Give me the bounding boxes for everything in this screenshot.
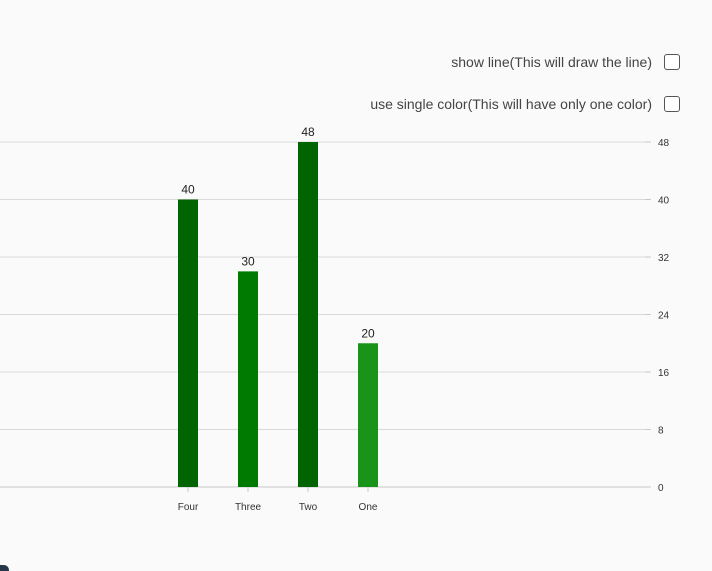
x-tick-label: Three (235, 502, 262, 513)
y-tick-label: 48 (658, 138, 670, 149)
data-label: 48 (301, 125, 315, 139)
show-line-checkbox[interactable] (664, 54, 680, 70)
corner-tab (0, 565, 9, 571)
x-tick-label: Two (299, 502, 318, 513)
bar-three (238, 271, 258, 487)
y-tick-label: 16 (658, 368, 670, 379)
show-line-option: show line(This will draw the line) (451, 54, 680, 70)
data-label: 40 (181, 183, 195, 197)
x-tick-label: Four (178, 502, 199, 513)
single-color-checkbox[interactable] (664, 96, 680, 112)
single-color-option: use single color(This will have only one… (370, 96, 680, 112)
y-tick-label: 40 (658, 196, 670, 207)
bar-one (358, 343, 378, 487)
bar-two (298, 142, 318, 487)
y-tick-label: 0 (658, 483, 664, 494)
data-label: 30 (241, 254, 255, 268)
bar-four (178, 199, 198, 487)
x-tick-label: One (359, 502, 378, 513)
y-tick-label: 24 (658, 311, 670, 322)
y-tick-label: 8 (658, 426, 664, 437)
y-tick-label: 32 (658, 253, 670, 264)
single-color-label: use single color(This will have only one… (370, 96, 652, 112)
data-label: 20 (361, 326, 375, 340)
show-line-label: show line(This will draw the line) (451, 54, 652, 70)
